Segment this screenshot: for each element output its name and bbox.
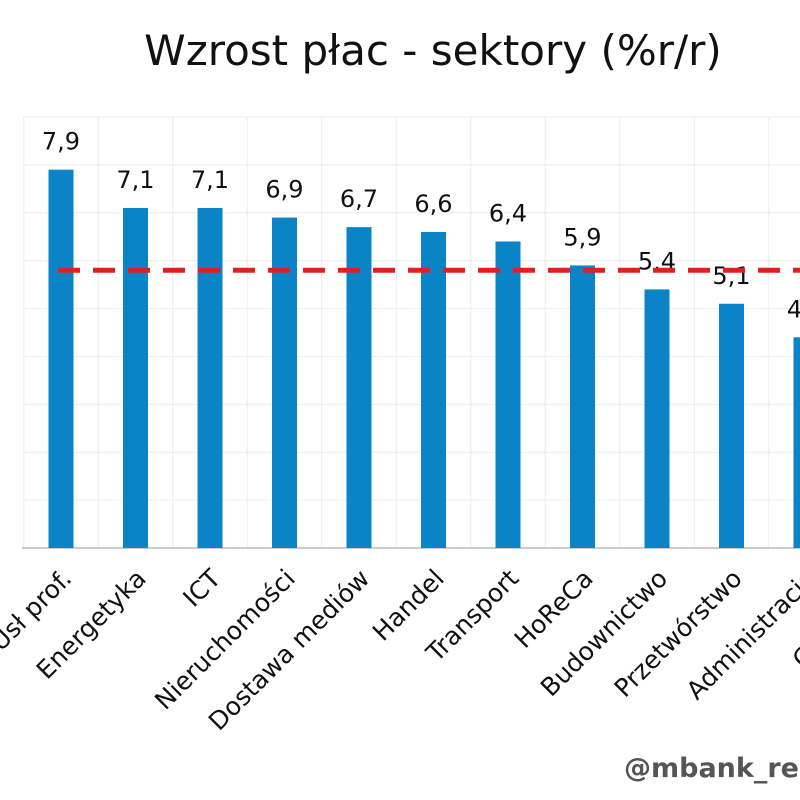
value-labels: 7,97,17,16,96,76,66,45,95,45,14,44,2 [42, 128, 800, 324]
watermark: @mbank_research [624, 753, 800, 784]
bar-value-label: 6,4 [489, 200, 527, 228]
bar-value-label: 6,6 [414, 190, 452, 218]
bar [123, 207, 148, 548]
bar-value-label: 7,1 [191, 166, 229, 194]
category-tick-label: Budownictwo [535, 564, 673, 702]
category-tick-labels: Usł prof.Energetyka ICTNieruchomościDosta… [0, 563, 800, 736]
bar [346, 227, 372, 548]
bar-value-label: 6,9 [265, 176, 303, 204]
bar [421, 231, 446, 548]
chart-title: Wzrost płac - sektory (%r/r) [144, 26, 722, 75]
bar [793, 337, 800, 548]
bar-value-label: 7,1 [116, 166, 154, 194]
bar [644, 289, 670, 548]
bar-value-label: 5,9 [563, 223, 601, 251]
bar-value-label: 5,1 [712, 262, 750, 290]
category-tick-label: Przetwórstwo [609, 564, 748, 703]
gridlines [22, 116, 800, 549]
bar [48, 169, 74, 548]
category-tick-label: ICT [177, 563, 226, 612]
bar [495, 241, 521, 548]
bar [719, 303, 744, 548]
bar-value-label: 6,7 [340, 185, 378, 213]
bars [48, 169, 800, 549]
bar [272, 217, 297, 549]
bar [197, 207, 223, 548]
bar-value-label: 7,9 [42, 128, 80, 156]
bar-value-label: 4,4 [787, 295, 800, 323]
bar [570, 265, 595, 548]
